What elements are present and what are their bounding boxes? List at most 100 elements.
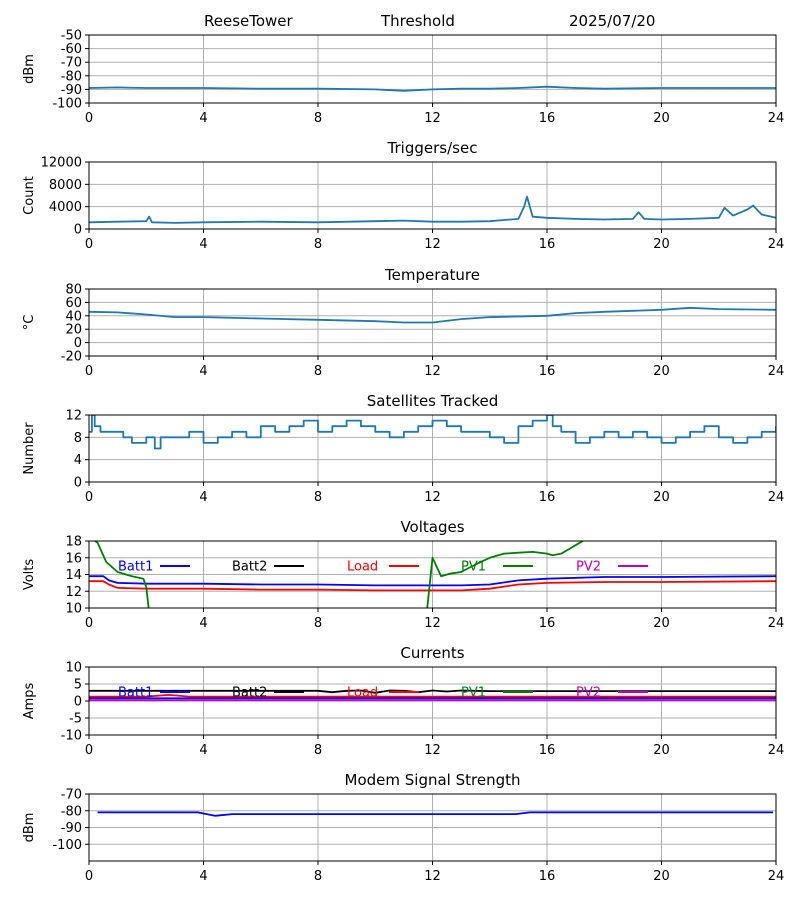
x-tick-label: 20 xyxy=(653,364,670,379)
series-line-main xyxy=(89,415,776,450)
x-tick-label: 24 xyxy=(768,364,785,379)
x-tick-label: 12 xyxy=(424,616,441,631)
legend-label-pv2: PV2 xyxy=(576,686,601,701)
y-tick-label: 16 xyxy=(65,551,82,566)
y-tick-label: -50 xyxy=(61,29,82,44)
x-tick-label: 4 xyxy=(199,616,207,631)
series-line-load xyxy=(89,580,776,592)
legend-label-batt2: Batt2 xyxy=(232,686,267,701)
chart-panel-6: 0 4 8 12 16 20 24 -10 -5 0 5 10 Currents Amps Batt1 Bat… xyxy=(22,644,784,758)
y-axis-label: dBm xyxy=(22,54,37,84)
x-tick-label: 20 xyxy=(653,490,670,505)
plot-frame xyxy=(88,666,777,736)
legend-label-pv1: PV1 xyxy=(461,686,486,701)
y-tick-label: 12 xyxy=(65,585,82,600)
x-tick-label: 4 xyxy=(199,743,207,758)
header-site: ReeseTower xyxy=(204,12,293,30)
x-tick-label: 4 xyxy=(199,364,207,379)
y-tick-label: 8 xyxy=(74,431,82,446)
panel-title: Triggers/sec xyxy=(387,139,478,157)
y-tick-label: 20 xyxy=(65,323,82,338)
y-tick-label: 0 xyxy=(74,695,82,710)
y-tick-label: 10 xyxy=(65,602,82,617)
y-tick-label: 18 xyxy=(65,535,82,550)
y-tick-label: -10 xyxy=(61,729,82,744)
series-line-main xyxy=(89,85,776,92)
x-tick-label: 8 xyxy=(314,364,322,379)
y-tick-label: -80 xyxy=(61,804,82,819)
x-tick-label: 4 xyxy=(199,237,207,252)
legend-label-pv1: PV1 xyxy=(461,560,486,575)
plot-frame xyxy=(88,793,777,862)
x-tick-label: 4 xyxy=(199,490,207,505)
x-tick-label: 0 xyxy=(85,616,93,631)
y-tick-label: 4000 xyxy=(49,200,82,215)
series-line-batt1 xyxy=(89,575,776,587)
x-tick-label: 12 xyxy=(424,490,441,505)
x-tick-label: 20 xyxy=(653,111,670,126)
x-tick-label: 4 xyxy=(199,111,207,126)
x-tick-label: 8 xyxy=(314,237,322,252)
x-tick-label: 16 xyxy=(539,364,556,379)
x-tick-label: 0 xyxy=(85,869,93,884)
y-tick-label: 40 xyxy=(65,309,82,324)
panel-title: Satellites Tracked xyxy=(367,392,498,410)
chart-panel-1: 0 4 8 12 16 20 24 -100-90-80-70-60-50 dBm xyxy=(22,29,784,127)
y-axis-label: dBm xyxy=(22,813,37,843)
x-tick-label: 12 xyxy=(424,869,441,884)
series-line-main xyxy=(89,195,776,224)
x-tick-label: 0 xyxy=(85,364,93,379)
y-tick-label: -100 xyxy=(52,97,82,112)
panel-title: Currents xyxy=(400,644,464,662)
x-tick-label: 0 xyxy=(85,490,93,505)
x-tick-label: 24 xyxy=(768,616,785,631)
plot-frame xyxy=(88,34,777,104)
y-tick-label: 14 xyxy=(65,568,82,583)
chart-panel-4: 0 4 8 12 16 20 24 0 4 8 12 Satellites Tracked Number xyxy=(22,392,784,505)
legend-label-batt1: Batt1 xyxy=(118,560,153,575)
chart-panel-2: 0 4 8 12 16 20 24 0 4000 8000 12000 Triggers/sec Cou… xyxy=(22,139,784,252)
x-tick-label: 16 xyxy=(539,237,556,252)
y-tick-label: -20 xyxy=(61,350,82,365)
y-tick-label: 4 xyxy=(74,453,82,468)
y-tick-label: -5 xyxy=(69,712,82,727)
legend-label-load: Load xyxy=(347,686,378,701)
legend-label-batt2: Batt2 xyxy=(232,560,267,575)
series-line-load xyxy=(89,694,776,698)
y-tick-label: 10 xyxy=(65,661,82,676)
x-tick-label: 0 xyxy=(85,111,93,126)
y-tick-label: 8000 xyxy=(49,178,82,193)
x-tick-label: 8 xyxy=(314,869,322,884)
x-tick-label: 16 xyxy=(539,869,556,884)
series-line-main xyxy=(89,306,776,324)
y-tick-label: -60 xyxy=(61,42,82,57)
y-axis-label: Number xyxy=(22,422,37,475)
y-axis-label: Count xyxy=(22,176,37,215)
x-tick-label: 8 xyxy=(314,490,322,505)
series-line-batt2 xyxy=(89,689,776,694)
y-tick-label: -90 xyxy=(61,83,82,98)
x-tick-label: 8 xyxy=(314,743,322,758)
y-tick-label: -80 xyxy=(61,69,82,84)
y-tick-label: -90 xyxy=(61,821,82,836)
x-tick-label: 24 xyxy=(768,490,785,505)
x-tick-label: 12 xyxy=(424,237,441,252)
x-tick-label: 12 xyxy=(424,111,441,126)
x-tick-label: 20 xyxy=(653,237,670,252)
panel-title: Modem Signal Strength xyxy=(345,771,521,789)
x-tick-label: 20 xyxy=(653,616,670,631)
x-tick-label: 4 xyxy=(199,869,207,884)
series-line-main xyxy=(97,811,774,817)
legend-label-pv2: PV2 xyxy=(576,560,601,575)
x-tick-label: 8 xyxy=(314,111,322,126)
panel-title: Temperature xyxy=(384,266,480,284)
plot-frame xyxy=(88,540,777,609)
plot-frame xyxy=(88,414,777,483)
x-tick-label: 20 xyxy=(653,743,670,758)
series-line-pv1 xyxy=(93,541,585,608)
y-axis-label: Amps xyxy=(22,682,37,719)
x-tick-label: 24 xyxy=(768,111,785,126)
y-tick-label: 12 xyxy=(65,409,82,424)
